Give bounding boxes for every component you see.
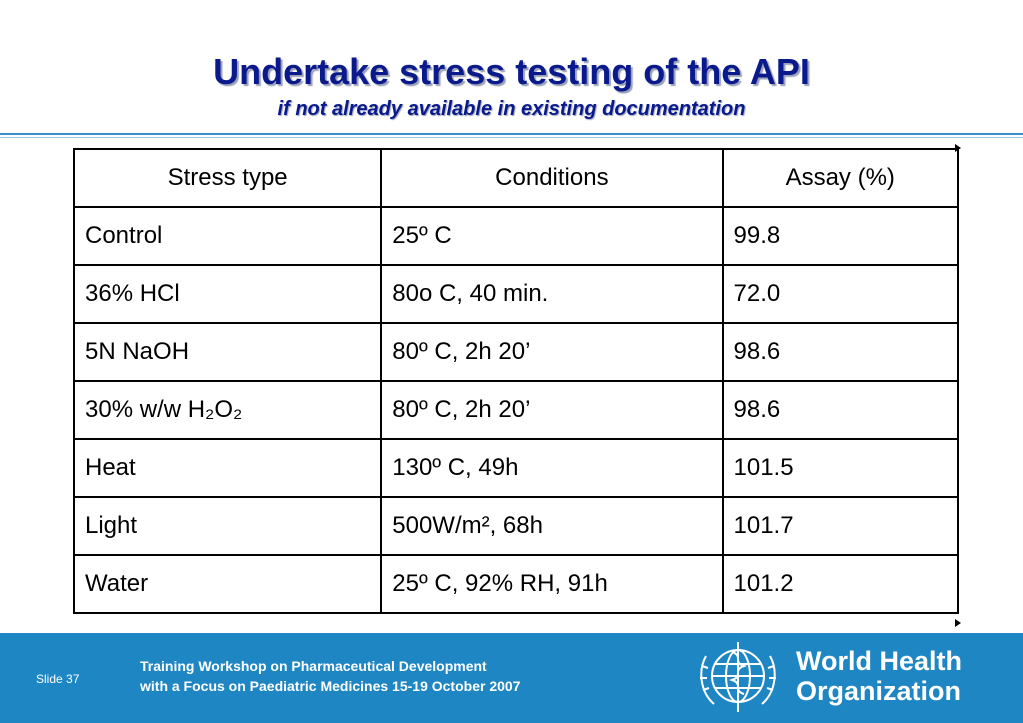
cell-stress-type: Control: [72, 206, 383, 266]
table-row: Light 500W/m², 68h 101.7: [72, 496, 960, 556]
cell-stress-type: Heat: [72, 438, 383, 498]
cell-assay: 72.0: [721, 264, 960, 324]
cell-assay: 98.6: [721, 322, 960, 382]
footer-line-2: with a Focus on Paediatric Medicines 15-…: [140, 678, 521, 694]
cell-conditions: 25º C: [380, 206, 724, 266]
footer-caption: Training Workshop on Pharmaceutical Deve…: [140, 656, 520, 696]
cell-assay: 101.7: [721, 496, 960, 556]
cell-assay: 101.2: [721, 554, 960, 614]
footer-line-1: Training Workshop on Pharmaceutical Deve…: [140, 658, 487, 674]
table-row: 30% w/w H₂O₂ 80º C, 2h 20’ 98.6: [72, 380, 960, 440]
table-header-row: Stress type Conditions Assay (%): [72, 148, 960, 208]
stress-table: Stress type Conditions Assay (%) Control…: [72, 148, 960, 614]
table-row: Water 25º C, 92% RH, 91h 101.2: [72, 554, 960, 614]
cell-stress-type: 5N NaOH: [72, 322, 383, 382]
header-stress-type: Stress type: [72, 148, 383, 208]
header-assay: Assay (%): [721, 148, 960, 208]
cell-assay: 99.8: [721, 206, 960, 266]
cell-stress-type: Water: [72, 554, 383, 614]
footer-bar: [0, 633, 1023, 723]
cell-conditions: 500W/m², 68h: [380, 496, 724, 556]
title-divider: [0, 133, 1023, 135]
cell-stress-type: 36% HCl: [72, 264, 383, 324]
title-divider-thin: [0, 137, 1023, 138]
cell-conditions: 130º C, 49h: [380, 438, 724, 498]
table-row: Control 25º C 99.8: [72, 206, 960, 266]
cell-conditions: 25º C, 92% RH, 91h: [380, 554, 724, 614]
slide-subtitle: if not already available in existing doc…: [277, 98, 746, 120]
header-conditions: Conditions: [380, 148, 724, 208]
table-corner-marker: [955, 144, 961, 152]
title-area: Undertake stress testing of the API if n…: [0, 0, 1023, 138]
cell-conditions: 80º C, 2h 20’: [380, 322, 724, 382]
organization-name-line-1: World Health: [796, 646, 963, 676]
cell-assay: 98.6: [721, 380, 960, 440]
cell-conditions: 80º C, 2h 20’: [380, 380, 724, 440]
table-row: 36% HCl 80o C, 40 min. 72.0: [72, 264, 960, 324]
organization-name-line-2: Organization: [796, 676, 962, 706]
cell-stress-type: 30% w/w H₂O₂: [72, 380, 383, 440]
table-row: Heat 130º C, 49h 101.5: [72, 438, 960, 498]
cell-stress-type: Light: [72, 496, 383, 556]
organization-name: World Health Organization: [796, 646, 962, 706]
slide-title: Undertake stress testing of the API: [213, 51, 810, 92]
table-row: 5N NaOH 80º C, 2h 20’ 98.6: [72, 322, 960, 382]
cell-conditions: 80o C, 40 min.: [380, 264, 724, 324]
slide-number: Slide 37: [36, 672, 80, 686]
cell-assay: 101.5: [721, 438, 960, 498]
table-corner-marker: [955, 619, 961, 627]
who-emblem-icon: [700, 642, 776, 712]
